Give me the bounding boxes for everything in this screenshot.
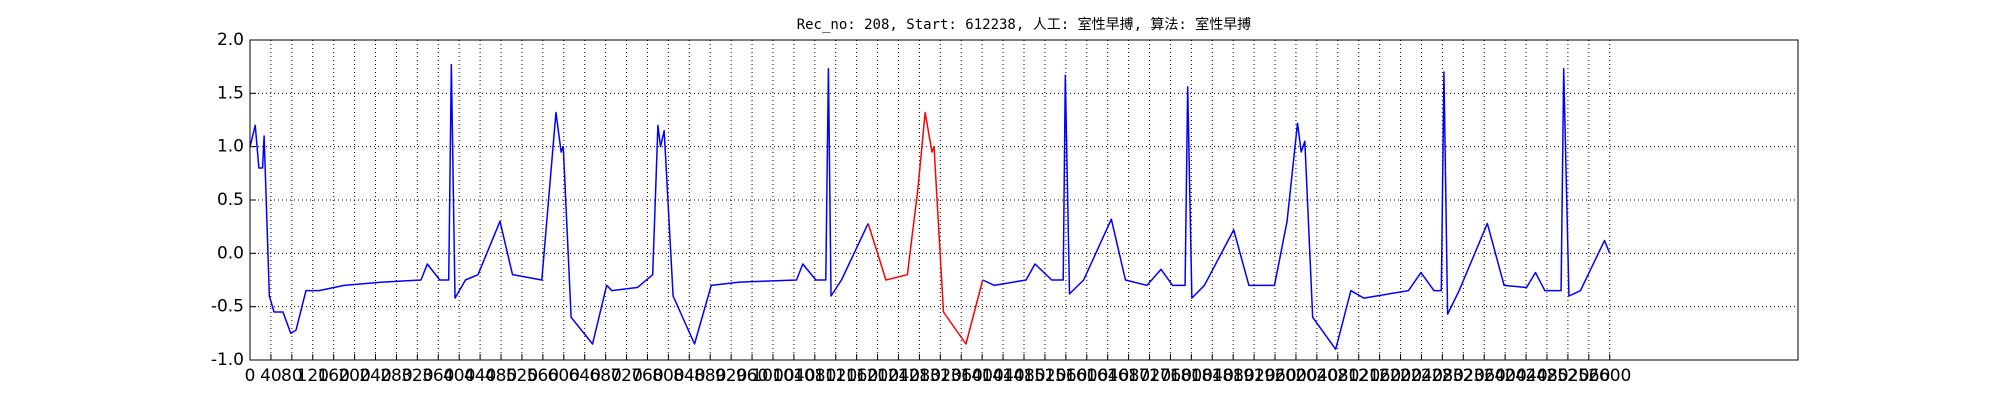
x-tick-label: 2360 <box>1463 366 1506 386</box>
line-series <box>867 111 984 345</box>
x-tick-label: 360 <box>422 366 454 386</box>
x-tick-label: 1480 <box>1002 366 1045 386</box>
x-tick-label: 1120 <box>814 366 857 386</box>
plot-frame <box>249 39 1799 361</box>
x-tick-label: 400 <box>443 366 475 386</box>
x-tick-label: 2400 <box>1484 366 1527 386</box>
y-tick-label: -1.0 <box>211 350 244 370</box>
x-tick-label: 760 <box>631 366 663 386</box>
x-tick-label: 2080 <box>1316 366 1359 386</box>
x-tick-label: 1960 <box>1253 366 1296 386</box>
x-tick-label: 560 <box>527 366 559 386</box>
x-tick-label: 1280 <box>898 366 941 386</box>
y-tick-label: 0.5 <box>217 190 244 210</box>
x-tick-label: 520 <box>506 366 538 386</box>
x-tick-label: 1800 <box>1170 366 1213 386</box>
x-tick-label: 0 <box>245 366 256 386</box>
x-tick-label: 480 <box>485 366 517 386</box>
x-tick-label: 1760 <box>1149 366 1192 386</box>
y-tick-label: 1.0 <box>217 137 244 157</box>
x-tick-label: 640 <box>568 366 600 386</box>
x-tick-label: 2240 <box>1400 366 1443 386</box>
x-tick-label: 1360 <box>940 366 983 386</box>
x-tick-label: 1520 <box>1023 366 1066 386</box>
y-tick-label: 0.0 <box>217 243 244 263</box>
x-tick-label: 800 <box>652 366 684 386</box>
x-tick-label: 1920 <box>1232 366 1275 386</box>
x-tick-label: 600 <box>548 366 580 386</box>
x-tick-label: 1200 <box>856 366 899 386</box>
x-tick-label: 840 <box>673 366 705 386</box>
x-tick-label: 1640 <box>1086 366 1129 386</box>
x-tick-label: 1880 <box>1212 366 1255 386</box>
x-tick-label: 320 <box>401 366 433 386</box>
y-tick-label: 1.5 <box>217 83 244 103</box>
x-tick-label: 2120 <box>1337 366 1380 386</box>
chart-title: Rec_no: 208, Start: 612238, 人工: 室性早搏, 算法… <box>797 16 1252 33</box>
x-tick-label: 1240 <box>877 366 920 386</box>
x-tick-label: 2320 <box>1442 366 1485 386</box>
y-tick-label: 2.0 <box>217 30 244 50</box>
x-tick-label: 2000 <box>1274 366 1317 386</box>
x-tick-label: 280 <box>380 366 412 386</box>
x-tick-label: 1400 <box>961 366 1004 386</box>
x-tick-label: 40 <box>260 366 282 386</box>
x-tick-label: 1040 <box>772 366 815 386</box>
x-tick-label: 680 <box>589 366 621 386</box>
x-tick-label: 880 <box>694 366 726 386</box>
x-tick-label: 120 <box>297 366 329 386</box>
x-tick-label: 160 <box>317 366 349 386</box>
x-tick-label: 1320 <box>919 366 962 386</box>
x-tick-label: 2440 <box>1504 366 1547 386</box>
x-tick-label: 960 <box>736 366 768 386</box>
x-tick-label: 440 <box>464 366 496 386</box>
x-tick-label: 1160 <box>835 366 878 386</box>
x-tick-label: 240 <box>359 366 391 386</box>
x-tick-label: 1080 <box>793 366 836 386</box>
x-tick-label: 1600 <box>1065 366 1108 386</box>
x-tick-label: 2520 <box>1546 366 1589 386</box>
x-tick-label: 200 <box>338 366 370 386</box>
x-tick-label: 2200 <box>1379 366 1422 386</box>
x-tick-label: 80 <box>281 366 303 386</box>
x-tick-label: 2040 <box>1295 366 1338 386</box>
x-tick-label: 1680 <box>1107 366 1150 386</box>
x-tick-label: 2280 <box>1421 366 1464 386</box>
x-tick-label: 1440 <box>981 366 1024 386</box>
x-tick-label: 720 <box>610 366 642 386</box>
line-series <box>249 63 1611 351</box>
x-tick-label: 1560 <box>1044 366 1087 386</box>
x-tick-label: 1720 <box>1128 366 1171 386</box>
x-tick-label: 2480 <box>1525 366 1568 386</box>
y-tick-label: -0.5 <box>211 297 244 317</box>
x-tick-label: 2600 <box>1588 366 1631 386</box>
x-tick-label: 2160 <box>1358 366 1401 386</box>
x-tick-label: 920 <box>715 366 747 386</box>
x-tick-label: 2560 <box>1567 366 1610 386</box>
x-tick-label: 1840 <box>1191 366 1234 386</box>
x-tick-label: 1000 <box>751 366 794 386</box>
